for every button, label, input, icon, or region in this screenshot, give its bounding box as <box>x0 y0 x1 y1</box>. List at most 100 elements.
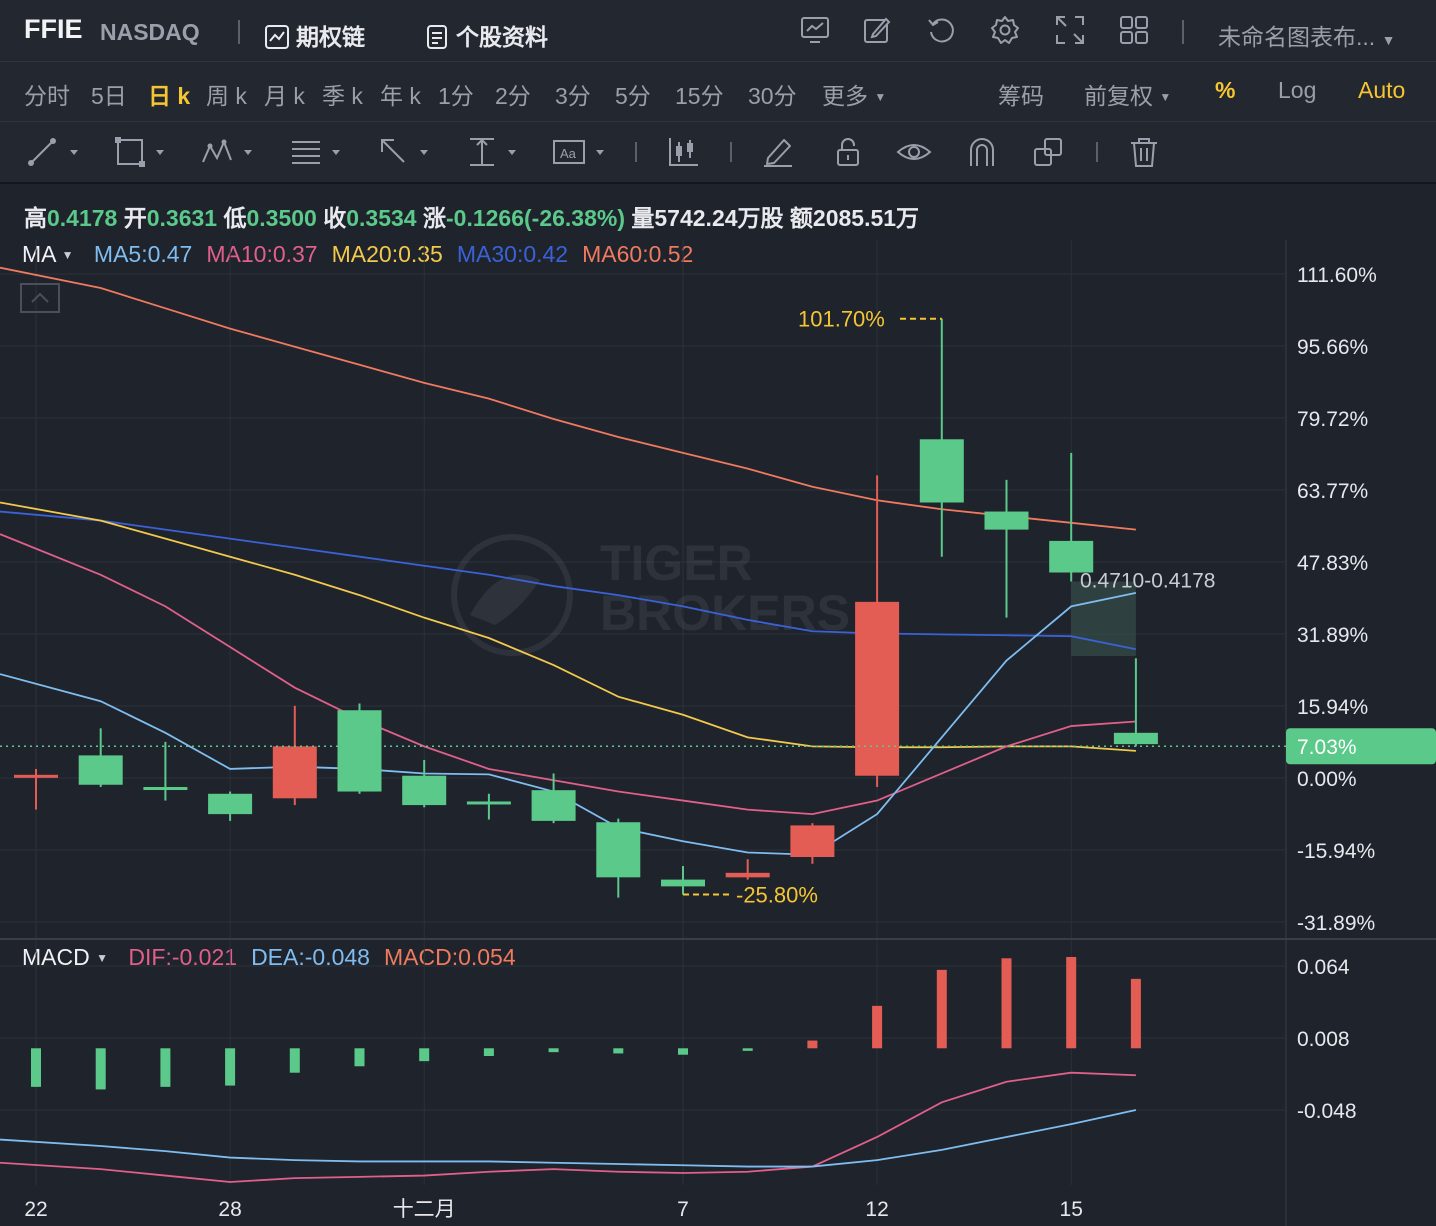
document-icon <box>427 25 447 49</box>
options-chain-link[interactable]: 期权链 <box>264 18 365 52</box>
more-periods-menu[interactable]: 更多 ▼ <box>822 77 886 111</box>
amount-value: 2085.51万 <box>812 205 920 231</box>
ma-value-4: MA60:0.52 <box>582 241 694 267</box>
divider <box>1182 20 1184 44</box>
candle-body <box>143 787 188 791</box>
low-value: 0.3500 <box>246 205 317 231</box>
watermark-line2: BROKERS <box>600 585 850 641</box>
candle-body <box>596 822 641 878</box>
ma-indicator-select[interactable]: MA ▼ <box>22 241 74 267</box>
chart-layout-name: 未命名图表布... <box>1218 24 1376 50</box>
y-tick-label: -31.89% <box>1297 912 1375 935</box>
divider <box>635 142 637 162</box>
rectangle-tool-icon[interactable] <box>114 136 172 168</box>
period-tab[interactable]: 2分 <box>495 83 531 109</box>
time-axis: 22 28 十二月 7 12 15 <box>24 1198 1083 1221</box>
period-tab[interactable]: 30分 <box>748 83 797 109</box>
divider <box>730 142 732 162</box>
macd-bar <box>31 1048 41 1087</box>
x-tick-label: 28 <box>218 1198 241 1221</box>
x-tick-label: 15 <box>1060 1198 1083 1221</box>
adjust-select[interactable]: 前复权 ▼ <box>1084 77 1171 111</box>
last-price-label: 7.03% <box>1297 736 1357 759</box>
x-tick-label: 十二月 <box>393 1198 456 1221</box>
ma-value-1: MA10:0.37 <box>206 241 318 267</box>
macd-bar <box>483 1048 494 1056</box>
ma60-line <box>0 266 1136 531</box>
measure-tool-icon[interactable] <box>466 136 524 168</box>
macd-bar <box>936 969 947 1049</box>
open-value: 0.3631 <box>146 205 218 231</box>
ma10-line <box>0 533 1136 816</box>
macd-bar <box>678 1048 688 1055</box>
candle-body <box>208 793 253 815</box>
low-label: 低 <box>223 205 247 231</box>
candle-body <box>661 879 705 887</box>
period-tab[interactable]: 周 k <box>206 83 247 109</box>
gap-zone <box>1071 581 1136 657</box>
percent-scale-toggle[interactable]: % <box>1215 77 1236 103</box>
chips-toggle[interactable]: 筹码 <box>998 83 1044 109</box>
period-tab[interactable]: 3分 <box>555 83 591 109</box>
settings-gear-icon[interactable] <box>990 15 1020 45</box>
period-tab[interactable]: 15分 <box>675 83 724 109</box>
more-periods-label: 更多 <box>822 83 868 109</box>
chart-screen-icon[interactable] <box>800 15 830 45</box>
candle-body <box>790 825 835 858</box>
last-price-badge <box>1286 728 1436 765</box>
macd-bar <box>1066 957 1077 1049</box>
period-tab[interactable]: 月 k <box>264 83 305 109</box>
macd-tick-label: -0.048 <box>1297 1100 1357 1123</box>
change-label: 涨 <box>423 205 446 231</box>
candlestick-chart[interactable]: TIGER BROKERS 101.70% -25.80% 0.4710-0.417… <box>0 186 1436 1226</box>
open-label: 开 <box>123 205 147 231</box>
refresh-icon[interactable] <box>926 15 956 45</box>
chevron-up-icon <box>31 292 49 303</box>
stock-profile-link[interactable]: 个股资料 <box>424 18 548 52</box>
close-label: 收 <box>323 205 347 231</box>
chart-layout-select[interactable]: 未命名图表布... ▼ <box>1218 18 1395 52</box>
high-value: 0.4178 <box>47 205 118 231</box>
chevron-down-icon: ▼ <box>1381 32 1396 48</box>
y-tick-label: 63.77% <box>1297 480 1368 503</box>
candle-body <box>14 774 58 778</box>
arrow-tool-icon[interactable] <box>378 136 436 168</box>
svg-text:Aa: Aa <box>560 146 577 161</box>
macd-bar <box>872 1005 883 1049</box>
auto-scale-toggle[interactable]: Auto <box>1358 77 1406 103</box>
divider <box>1096 142 1098 162</box>
line-tool-icon[interactable] <box>26 136 84 168</box>
macd-bar <box>354 1048 365 1067</box>
period-tab[interactable]: 季 k <box>322 83 363 109</box>
collapse-legend-button[interactable] <box>20 283 60 313</box>
period-bar: 分时 5日 日 k 周 k 月 k 季 k 年 k 1分 2分 3分 5分 15… <box>0 62 1436 182</box>
layout-grid-icon[interactable] <box>1119 15 1149 45</box>
dea-line <box>0 1109 1137 1168</box>
log-scale-toggle[interactable]: Log <box>1278 77 1317 103</box>
draw-edit-icon[interactable] <box>862 15 892 45</box>
period-tab[interactable]: 分时 <box>24 83 70 109</box>
y-tick-label: 79.72% <box>1297 408 1368 431</box>
period-tab[interactable]: 1分 <box>438 83 474 109</box>
pattern-tool-icon[interactable] <box>200 136 260 168</box>
period-tab-active[interactable]: 日 k <box>148 83 191 109</box>
visibility-eye-icon[interactable] <box>896 136 932 168</box>
pencil-icon[interactable] <box>762 136 794 168</box>
clone-icon[interactable] <box>1032 136 1064 168</box>
dif-line <box>0 1071 1136 1183</box>
fullscreen-icon[interactable] <box>1055 15 1085 45</box>
macd-bar <box>225 1048 236 1086</box>
period-tab[interactable]: 年 k <box>380 83 421 109</box>
text-tool-icon[interactable]: Aa <box>552 136 612 168</box>
close-value: 0.3534 <box>346 205 417 231</box>
period-tab[interactable]: 5日 <box>91 83 127 109</box>
candle-type-icon[interactable] <box>668 136 700 168</box>
lock-icon[interactable] <box>832 136 864 168</box>
fib-tool-icon[interactable] <box>290 136 348 168</box>
drawing-toolbar: Aa <box>0 122 1436 184</box>
candle-body <box>466 801 511 805</box>
period-tab[interactable]: 5分 <box>615 83 651 109</box>
trash-icon[interactable] <box>1128 136 1160 168</box>
x-tick-label: 7 <box>677 1198 689 1221</box>
magnet-icon[interactable] <box>966 136 998 168</box>
